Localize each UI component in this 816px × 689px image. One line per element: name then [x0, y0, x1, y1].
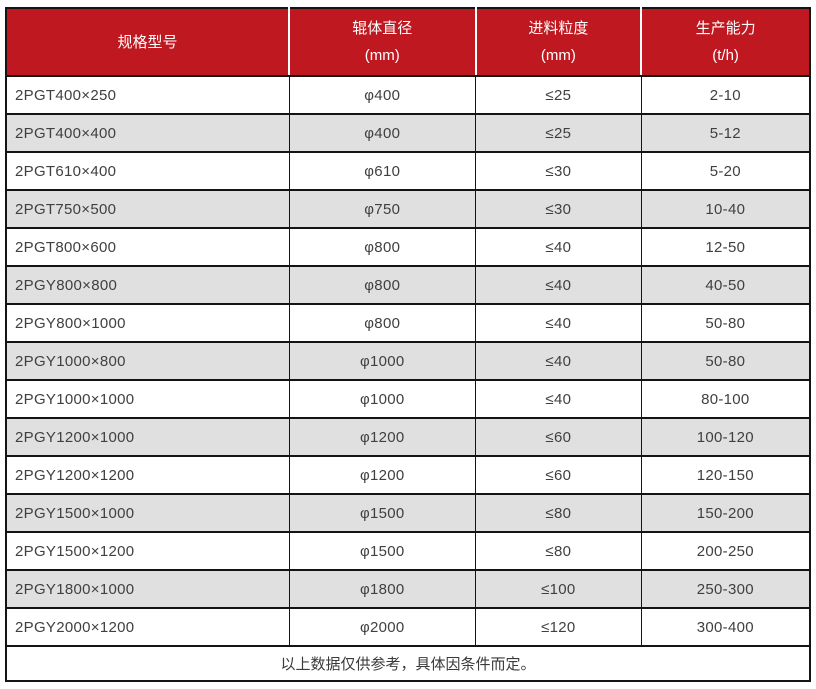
cell-roller-diameter: φ750	[288, 189, 477, 229]
cell-capacity: 40-50	[640, 265, 811, 305]
cell-roller-diameter: φ400	[288, 75, 477, 115]
cell-roller-diameter: φ1200	[288, 417, 477, 457]
cell-capacity: 5-12	[640, 113, 811, 153]
cell-model: 2PGY1000×1000	[5, 379, 290, 419]
cell-feed-size: ≤120	[475, 607, 642, 647]
table-row: 2PGY800×1000 φ800 ≤40 50-80	[5, 303, 811, 343]
cell-roller-diameter: φ800	[288, 303, 477, 343]
cell-capacity: 120-150	[640, 455, 811, 495]
table-footer: 以上数据仅供参考，具体因条件而定。	[6, 645, 810, 681]
cell-feed-size: ≤40	[475, 341, 642, 381]
col-header-roller-diameter: 辊体直径 (mm)	[288, 8, 476, 77]
header-row: 规格型号 辊体直径 (mm) 进料粒度 (mm) 生产能力 (t/h)	[6, 8, 810, 77]
cell-capacity: 250-300	[640, 569, 811, 609]
col-header-feed-size: 进料粒度 (mm)	[474, 8, 642, 77]
table-row: 2PGT800×600 φ800 ≤40 12-50	[5, 227, 811, 267]
cell-feed-size: ≤60	[475, 455, 642, 495]
cell-capacity: 80-100	[640, 379, 811, 419]
table-row: 2PGT610×400 φ610 ≤30 5-20	[5, 151, 811, 191]
table-row: 2PGY1000×800 φ1000 ≤40 50-80	[5, 341, 811, 381]
cell-roller-diameter: φ2000	[288, 607, 477, 647]
cell-feed-size: ≤60	[475, 417, 642, 457]
cell-model: 2PGY1500×1200	[5, 531, 290, 571]
cell-capacity: 50-80	[640, 303, 811, 343]
cell-roller-diameter: φ400	[288, 113, 477, 153]
table-header: 规格型号 辊体直径 (mm) 进料粒度 (mm) 生产能力 (t/h)	[6, 8, 810, 77]
cell-capacity: 2-10	[640, 75, 811, 115]
table-row: 2PGY2000×1200 φ2000 ≤120 300-400	[5, 607, 811, 647]
cell-capacity: 12-50	[640, 227, 811, 267]
cell-feed-size: ≤40	[475, 379, 642, 419]
spec-table: 规格型号 辊体直径 (mm) 进料粒度 (mm) 生产能力 (t/h) 2PGT…	[5, 7, 811, 682]
cell-capacity: 100-120	[640, 417, 811, 457]
col-header-roller-diameter-unit: (mm)	[364, 47, 400, 64]
cell-feed-size: ≤25	[475, 113, 642, 153]
cell-feed-size: ≤25	[475, 75, 642, 115]
col-header-model: 规格型号	[6, 8, 290, 77]
cell-model: 2PGY800×800	[5, 265, 290, 305]
col-header-model-label: 规格型号	[117, 33, 178, 51]
table-row: 2PGT400×250 φ400 ≤25 2-10	[5, 75, 811, 115]
cell-model: 2PGT800×600	[5, 227, 290, 267]
col-header-feed-size-unit: (mm)	[540, 47, 576, 64]
cell-roller-diameter: φ1800	[288, 569, 477, 609]
table-row: 2PGY1000×1000 φ1000 ≤40 80-100	[5, 379, 811, 419]
col-header-capacity-unit: (t/h)	[712, 47, 739, 64]
cell-model: 2PGT610×400	[5, 151, 290, 191]
col-header-capacity: 生产能力 (t/h)	[640, 8, 810, 77]
cell-roller-diameter: φ800	[288, 265, 477, 305]
cell-feed-size: ≤30	[475, 151, 642, 191]
cell-model: 2PGT400×400	[5, 113, 290, 153]
cell-feed-size: ≤30	[475, 189, 642, 229]
table-row: 2PGY1500×1000 φ1500 ≤80 150-200	[5, 493, 811, 533]
cell-roller-diameter: φ610	[288, 151, 477, 191]
cell-roller-diameter: φ1500	[288, 493, 477, 533]
cell-model: 2PGY1200×1000	[5, 417, 290, 457]
cell-capacity: 300-400	[640, 607, 811, 647]
cell-feed-size: ≤100	[475, 569, 642, 609]
cell-feed-size: ≤80	[475, 493, 642, 533]
col-header-capacity-label: 生产能力	[695, 20, 756, 37]
cell-capacity: 200-250	[640, 531, 811, 571]
cell-model: 2PGY2000×1200	[5, 607, 290, 647]
cell-model: 2PGT400×250	[5, 75, 290, 115]
table-row: 2PGY800×800 φ800 ≤40 40-50	[5, 265, 811, 305]
cell-capacity: 50-80	[640, 341, 811, 381]
cell-feed-size: ≤40	[475, 265, 642, 305]
cell-capacity: 10-40	[640, 189, 811, 229]
table-row: 2PGT750×500 φ750 ≤30 10-40	[5, 189, 811, 229]
cell-model: 2PGT750×500	[5, 189, 290, 229]
cell-model: 2PGY800×1000	[5, 303, 290, 343]
cell-feed-size: ≤40	[475, 303, 642, 343]
cell-model: 2PGY1000×800	[5, 341, 290, 381]
cell-feed-size: ≤80	[475, 531, 642, 571]
cell-model: 2PGY1500×1000	[5, 493, 290, 533]
table-footnote: 以上数据仅供参考，具体因条件而定。	[6, 645, 810, 681]
table-body: 2PGT400×250 φ400 ≤25 2-10 2PGT400×400 φ400 ≤25…	[5, 75, 811, 647]
cell-feed-size: ≤40	[475, 227, 642, 267]
cell-capacity: 150-200	[640, 493, 811, 533]
cell-capacity: 5-20	[640, 151, 811, 191]
cell-roller-diameter: φ800	[288, 227, 477, 267]
footer-row: 以上数据仅供参考，具体因条件而定。	[6, 645, 810, 681]
col-header-roller-diameter-label: 辊体直径	[352, 20, 413, 37]
table-row: 2PGY1500×1200 φ1500 ≤80 200-250	[5, 531, 811, 571]
cell-roller-diameter: φ1200	[288, 455, 477, 495]
cell-model: 2PGY1200×1200	[5, 455, 290, 495]
cell-model: 2PGY1800×1000	[5, 569, 290, 609]
cell-roller-diameter: φ1500	[288, 531, 477, 571]
table-row: 2PGY1800×1000 φ1800 ≤100 250-300	[5, 569, 811, 609]
cell-roller-diameter: φ1000	[288, 341, 477, 381]
table-row: 2PGY1200×1200 φ1200 ≤60 120-150	[5, 455, 811, 495]
table-row: 2PGT400×400 φ400 ≤25 5-12	[5, 113, 811, 153]
col-header-feed-size-label: 进料粒度	[528, 20, 589, 37]
table-row: 2PGY1200×1000 φ1200 ≤60 100-120	[5, 417, 811, 457]
cell-roller-diameter: φ1000	[288, 379, 477, 419]
